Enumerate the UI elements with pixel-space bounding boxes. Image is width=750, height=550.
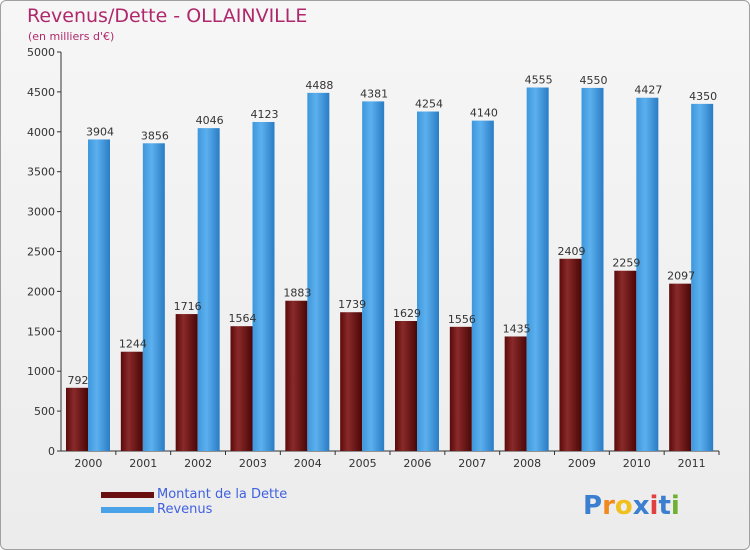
- bar-dette: [449, 326, 472, 451]
- y-tick-label: 1500: [27, 325, 55, 338]
- logo-letter: P: [583, 491, 603, 521]
- data-label-dette: 1556: [448, 313, 476, 326]
- y-tick-label: 4000: [27, 126, 55, 139]
- x-tick-label: 2003: [239, 457, 267, 470]
- y-tick-label: 2000: [27, 285, 55, 298]
- logo-letter: i: [649, 491, 659, 521]
- data-label-dette: 1883: [283, 287, 311, 300]
- proxiti-logo: Proxiti: [583, 491, 680, 521]
- data-label-revenus: 4254: [415, 98, 443, 111]
- data-label-dette: 1564: [229, 312, 257, 325]
- y-tick-label: 3000: [27, 206, 55, 219]
- bar-revenus: [526, 87, 549, 452]
- bar-dette: [669, 283, 692, 451]
- bar-dette: [175, 314, 198, 451]
- data-label-dette: 2259: [612, 257, 640, 270]
- bar-dette: [120, 351, 143, 451]
- bar-dette: [395, 321, 417, 451]
- y-tick-label: 5000: [27, 46, 55, 59]
- data-label-revenus: 3904: [86, 125, 114, 138]
- bar-dette: [559, 258, 582, 451]
- data-label-dette: 2409: [558, 245, 586, 258]
- data-label-dette: 1716: [174, 300, 202, 313]
- data-label-revenus: 4140: [470, 107, 498, 120]
- x-tick-label: 2007: [458, 457, 486, 470]
- x-tick-label: 2001: [129, 457, 157, 470]
- data-label-revenus: 4046: [196, 114, 224, 127]
- bar-revenus: [581, 87, 604, 451]
- bar-dette: [230, 326, 253, 451]
- bar-revenus: [636, 97, 659, 451]
- bar-dette: [66, 387, 88, 451]
- bar-revenus: [691, 103, 714, 452]
- bar-revenus: [471, 120, 494, 452]
- y-tick-label: 4500: [27, 86, 55, 99]
- data-label-dette: 1739: [338, 298, 366, 311]
- bar-revenus: [142, 143, 165, 451]
- legend: Montant de la Dette Revenus: [101, 487, 287, 517]
- data-label-dette: 1435: [503, 322, 531, 335]
- bar-dette: [614, 270, 637, 451]
- y-tick-label: 3500: [27, 166, 55, 179]
- y-tick-label: 1000: [27, 365, 55, 378]
- data-label-dette: 792: [68, 374, 89, 387]
- logo-letter: t: [658, 491, 671, 521]
- data-label-revenus: 4555: [525, 74, 553, 87]
- bar-revenus: [362, 101, 385, 451]
- bar-revenus: [307, 92, 330, 451]
- legend-item-revenus: Revenus: [101, 502, 287, 517]
- data-label-revenus: 4550: [580, 74, 608, 87]
- data-label-revenus: 4427: [634, 84, 662, 97]
- logo-letter: o: [614, 491, 633, 521]
- logo-letter: r: [602, 491, 615, 521]
- legend-label-revenus: Revenus: [157, 502, 213, 517]
- chart-title: Revenus/Dette - OLLAINVILLE: [27, 5, 308, 27]
- data-label-dette: 1629: [393, 307, 421, 320]
- chart-subtitle: (en milliers d'€): [28, 30, 115, 43]
- x-tick-label: 2006: [403, 457, 431, 470]
- x-tick-label: 2005: [349, 457, 377, 470]
- bar-revenus: [88, 139, 110, 451]
- bar-dette: [504, 336, 527, 451]
- logo-letter: x: [632, 491, 650, 521]
- bar-dette: [340, 312, 363, 451]
- bar-revenus: [417, 111, 439, 452]
- data-label-dette: 1244: [119, 338, 147, 351]
- x-tick-label: 2010: [623, 457, 651, 470]
- data-label-revenus: 4488: [305, 79, 333, 92]
- y-tick-label: 0: [48, 445, 55, 458]
- data-label-revenus: 4123: [251, 108, 279, 121]
- data-label-dette: 2097: [667, 270, 695, 283]
- legend-label-debt: Montant de la Dette: [157, 487, 288, 502]
- bar-revenus: [197, 128, 220, 451]
- logo-letter: i: [670, 491, 680, 521]
- data-label-revenus: 4381: [360, 87, 388, 100]
- x-tick-label: 2009: [568, 457, 596, 470]
- data-label-revenus: 4350: [689, 90, 717, 103]
- x-tick-label: 2002: [184, 457, 212, 470]
- legend-item-debt: Montant de la Dette: [101, 487, 287, 502]
- x-tick-label: 2011: [678, 457, 706, 470]
- legend-swatch-debt: [101, 491, 154, 498]
- data-label-revenus: 3856: [141, 129, 169, 142]
- bar-dette: [285, 300, 308, 451]
- y-tick-label: 2500: [27, 246, 55, 259]
- bar-revenus: [252, 121, 275, 452]
- x-tick-label: 2000: [74, 457, 102, 470]
- legend-swatch-revenus: [101, 506, 154, 513]
- y-tick-label: 500: [34, 405, 55, 418]
- x-tick-label: 2004: [294, 457, 322, 470]
- x-tick-label: 2008: [513, 457, 541, 470]
